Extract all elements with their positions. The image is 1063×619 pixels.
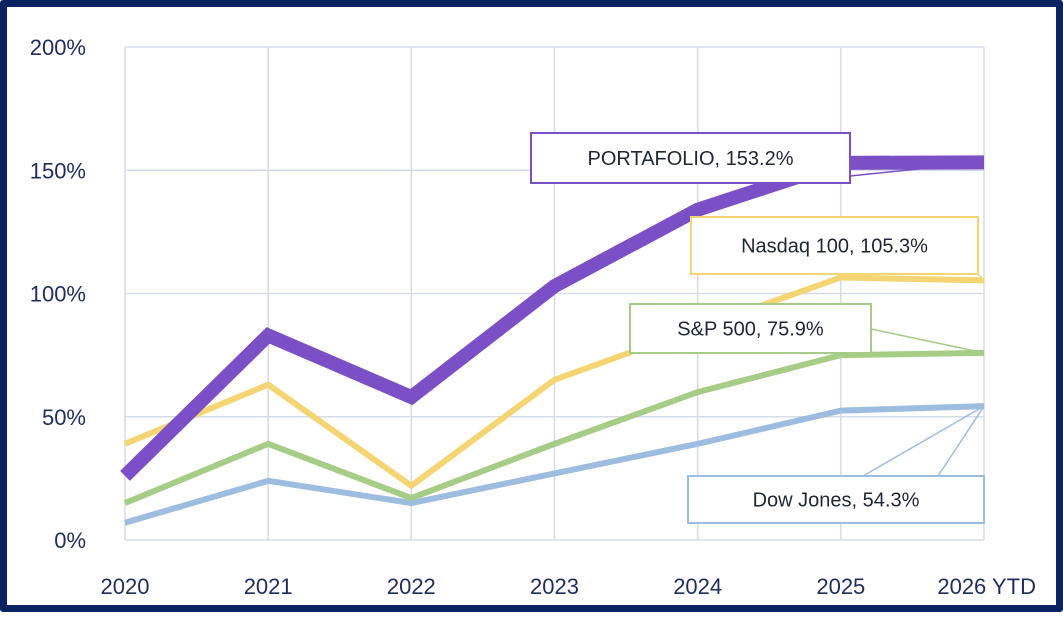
y-tick-label: 50% [42,405,86,430]
data-label-nasdaq-100: Nasdaq 100, 105.3% [741,236,928,258]
callout-box-s-p-500 [629,303,872,354]
callout-leader-line [870,328,985,354]
data-label-s-p-500: S&P 500, 75.9% [677,319,824,341]
callout-leader-line [937,405,985,477]
data-label-portafolio: PORTAFOLIO, 153.2% [587,148,793,170]
y-tick-label: 100% [30,282,86,307]
callout-leader-line [849,161,985,177]
x-tick-label: 2022 [387,574,436,599]
line-chart: 0%50%100%150%200% 2020 2021 2022 2023 2024 20… [30,35,1036,599]
series-line-nasdaq-100 [123,274,985,490]
y-tick-label: 0% [54,528,86,553]
x-axis-ticks: 2020 2021 2022 2023 2024 2025 2026 YTD [101,574,1036,599]
series-line-dow-jones [124,403,985,526]
callout-box-nasdaq-100 [690,216,979,275]
gridlines [124,46,985,541]
series-callouts: Dow Jones, 54.3% S&P 500, 75.9% Nasdaq 100… [530,132,985,524]
x-tick-label: 2023 [530,574,579,599]
y-axis-ticks: 0% 50% 100% 150% 200% [30,35,86,553]
data-label-dow-jones: Dow Jones, 54.3% [753,490,920,512]
x-tick-label: 2021 [244,574,293,599]
callout-leader-line [862,405,985,477]
x-tick-label: 2020 [101,574,150,599]
y-tick-label: 200% [30,35,86,60]
y-tick-label: 150% [30,158,86,183]
x-tick-label: 2024 [673,574,722,599]
series-line-s-p-500 [123,349,985,506]
callout-leader-line [977,273,985,281]
x-tick-label: 2025 [816,574,865,599]
callout-box-portafolio [530,132,851,184]
x-tick-label: 2026 YTD [937,574,1036,599]
callout-box-dow-jones [687,475,985,524]
